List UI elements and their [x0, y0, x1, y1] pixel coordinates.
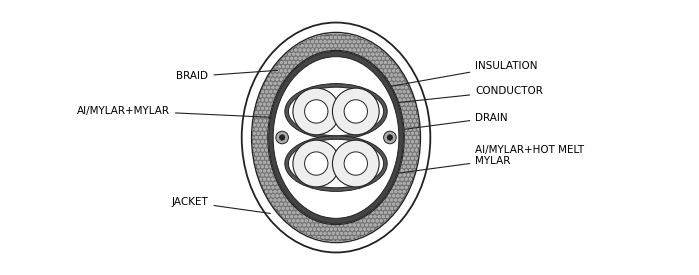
Ellipse shape	[268, 50, 404, 225]
Circle shape	[333, 88, 379, 135]
Ellipse shape	[284, 136, 387, 191]
Circle shape	[293, 88, 340, 135]
Circle shape	[387, 135, 393, 140]
Text: AI/MYLAR+MYLAR: AI/MYLAR+MYLAR	[77, 106, 278, 118]
Ellipse shape	[242, 23, 431, 252]
Text: BRAID: BRAID	[176, 70, 278, 81]
Circle shape	[333, 140, 379, 187]
Ellipse shape	[268, 51, 403, 224]
Circle shape	[344, 152, 368, 175]
Ellipse shape	[252, 34, 419, 241]
Circle shape	[280, 135, 285, 140]
Ellipse shape	[273, 57, 399, 218]
Circle shape	[276, 131, 289, 144]
Circle shape	[293, 140, 340, 187]
Ellipse shape	[289, 139, 384, 188]
Circle shape	[305, 152, 328, 175]
Text: JACKET: JACKET	[172, 197, 271, 213]
Ellipse shape	[252, 32, 421, 243]
Circle shape	[344, 100, 368, 123]
Circle shape	[305, 100, 328, 123]
Ellipse shape	[289, 87, 384, 136]
Ellipse shape	[284, 84, 387, 139]
Text: AI/MYLAR+HOT MELT
MYLAR: AI/MYLAR+HOT MELT MYLAR	[385, 145, 584, 175]
Text: DRAIN: DRAIN	[393, 113, 508, 131]
Circle shape	[384, 131, 396, 144]
Text: INSULATION: INSULATION	[359, 61, 538, 92]
Text: CONDUCTOR: CONDUCTOR	[350, 86, 543, 108]
